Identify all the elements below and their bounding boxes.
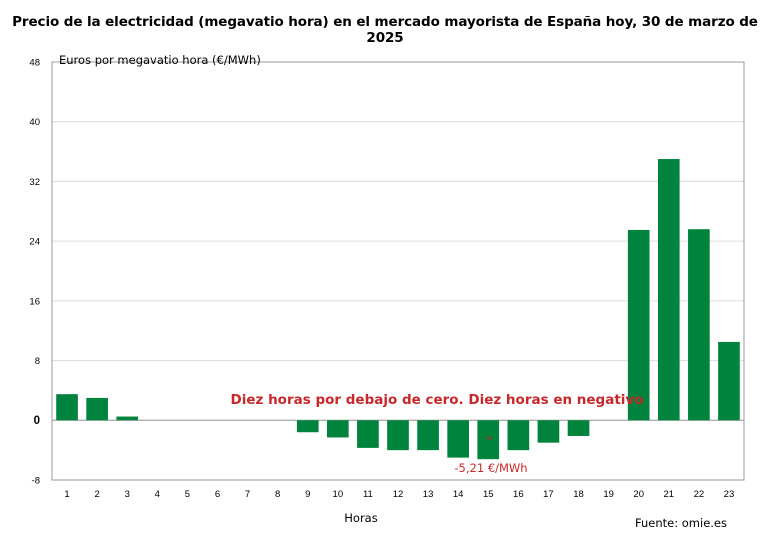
x-tick-label: 12 (393, 489, 404, 500)
annotation-text: Diez horas por debajo de cero. Diez hora… (231, 392, 644, 408)
x-tick-label: 23 (724, 489, 735, 500)
bar-hour-10 (326, 420, 349, 438)
x-tick-label: 15 (483, 489, 494, 500)
bar-hour-3 (116, 416, 139, 421)
y-axis-label: Euros por megavatio hora (€/MWh) (59, 53, 261, 67)
x-axis-label: Horas (344, 511, 377, 525)
x-tick-label: 5 (185, 489, 190, 500)
x-tick-label: 2 (94, 489, 99, 500)
bars (56, 159, 740, 460)
bar-hour-23 (718, 341, 740, 421)
chart-title: Precio de la electricidad (megavatio hor… (12, 14, 758, 46)
x-axis-ticks: 1 2 3 4 5 6 7 8 9 10 11 12 13 14 15 16 17 18 19 20 21 22 23 (64, 489, 734, 500)
min-marker: * (486, 433, 492, 447)
x-tick-label: 18 (573, 489, 584, 500)
x-tick-label: 16 (513, 489, 524, 500)
bar-hour-20 (627, 229, 650, 421)
bar-hour-13 (417, 420, 439, 451)
x-tick-label: 1 (64, 489, 69, 500)
min-value-label: -5,21 €/MWh (454, 461, 527, 475)
x-tick-label: 4 (155, 489, 160, 500)
x-tick-label: 8 (275, 489, 280, 500)
x-tick-label: 3 (125, 489, 130, 500)
x-tick-label: 21 (663, 489, 674, 500)
y-axis-ticks: 48 40 32 24 16 8 0 -8 (29, 58, 40, 487)
bar-hour-22 (688, 229, 710, 421)
bar-hour-17 (537, 420, 560, 443)
y-tick-label: 48 (29, 58, 40, 69)
bar-hour-14 (447, 420, 470, 458)
x-tick-label: 20 (633, 489, 644, 500)
x-tick-label: 9 (305, 489, 310, 500)
bar-hour-21 (657, 159, 680, 421)
y-tick-label: 0 (34, 415, 40, 427)
bar-hour-11 (357, 420, 379, 448)
y-tick-label: -8 (32, 476, 40, 487)
bar-hour-18 (567, 420, 590, 436)
x-tick-label: 11 (363, 489, 373, 500)
x-tick-label: 13 (423, 489, 434, 500)
bar-hour-16 (507, 420, 530, 451)
bar-hour-12 (387, 420, 409, 451)
x-tick-label: 6 (215, 489, 220, 500)
bar-hour-9 (296, 420, 319, 433)
x-tick-label: 17 (543, 489, 554, 500)
x-tick-label: 7 (245, 489, 250, 500)
y-tick-label: 8 (35, 356, 40, 367)
x-tick-label: 19 (603, 489, 614, 500)
y-tick-label: 40 (29, 117, 40, 128)
y-tick-label: 16 (29, 296, 40, 307)
bar-hour-15 (477, 420, 500, 460)
plot-frame (51, 61, 745, 481)
x-tick-label: 22 (694, 489, 705, 500)
bar-hour-2 (86, 397, 108, 421)
y-tick-label: 32 (29, 177, 40, 188)
bar-hour-1 (56, 394, 78, 421)
x-tick-label: 14 (453, 489, 464, 500)
source-note: Fuente: omie.es (635, 516, 727, 530)
y-tick-label: 24 (29, 237, 40, 248)
x-tick-label: 10 (333, 489, 344, 500)
